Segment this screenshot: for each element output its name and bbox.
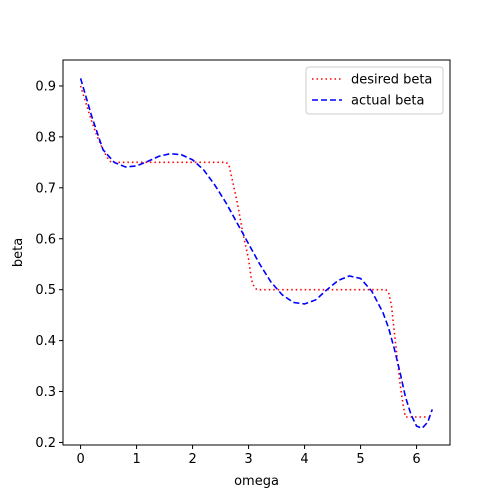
y-tick-label: 0.9 — [35, 79, 56, 94]
ticks-layer: 0 1 2 3 4 5 6 0.2 0.3 0.4 0.5 0.6 0.7 0.8 0.9 — [35, 79, 420, 467]
y-tick-label: 0.2 — [35, 436, 56, 451]
x-axis-title: omega — [234, 474, 279, 489]
legend-label-desired-beta: desired beta — [351, 73, 432, 88]
series-line-actual-beta — [79, 78, 434, 430]
y-tick-label: 0.3 — [35, 385, 56, 400]
x-tick-label: 3 — [244, 452, 252, 467]
legend: desired beta actual beta — [305, 66, 444, 115]
y-tick-label: 0.4 — [35, 334, 56, 349]
y-tick-label: 0.6 — [35, 232, 56, 247]
x-tick-label: 1 — [132, 452, 140, 467]
y-tick-label: 0.5 — [35, 283, 56, 298]
x-tick-label: 5 — [356, 452, 364, 467]
y-tick-label: 0.8 — [35, 130, 56, 145]
series-line-desired-beta — [79, 85, 433, 418]
x-tick-label: 0 — [76, 452, 84, 467]
x-tick-label: 2 — [188, 452, 196, 467]
plot-layer — [79, 78, 434, 430]
plot-frame — [62, 59, 451, 446]
y-tick-label: 0.7 — [35, 181, 56, 196]
x-tick-label: 6 — [412, 452, 420, 467]
x-tick-label: 4 — [300, 452, 308, 467]
y-axis-title: beta — [11, 238, 26, 267]
legend-label-actual-beta: actual beta — [351, 94, 424, 109]
